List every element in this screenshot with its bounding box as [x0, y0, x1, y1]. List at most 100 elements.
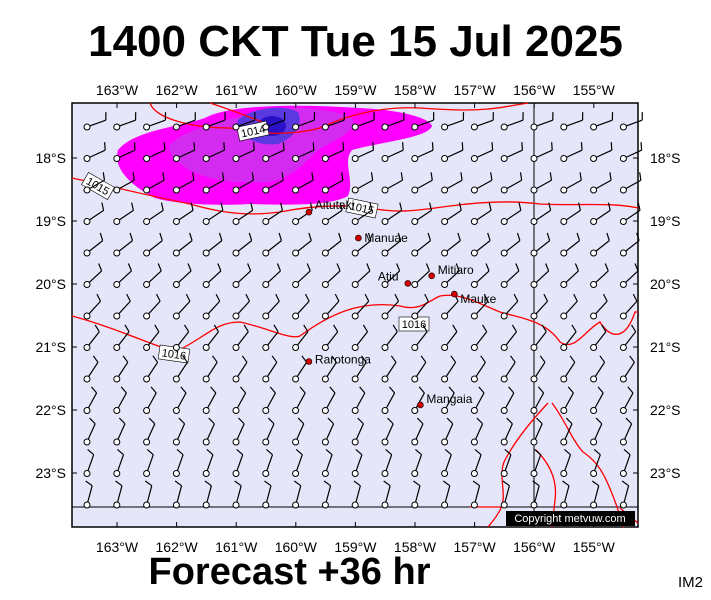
wind-barb [590, 449, 601, 477]
place-atiu: Atiu [378, 269, 412, 287]
wind-barb [411, 293, 429, 320]
wind-barb [351, 142, 374, 162]
longitude-label: 155°W [573, 539, 616, 555]
wind-barb [202, 202, 224, 225]
wind-barb [143, 386, 157, 414]
wind-barb [202, 355, 218, 383]
latitude-label: 19°S [650, 213, 681, 229]
wind-barb [143, 142, 166, 162]
wind-barb [321, 202, 343, 225]
longitude-label: 163°W [96, 539, 139, 555]
wind-barb [113, 112, 137, 131]
isobar-1016 [71, 294, 638, 353]
wind-barb [172, 324, 190, 351]
wind-barb [441, 293, 459, 320]
wind-barb [172, 232, 193, 257]
wind-barb [321, 480, 332, 509]
wind-barb [381, 263, 401, 288]
wind-barb [590, 480, 600, 509]
wind-barb [83, 480, 93, 509]
longitude-label: 156°W [513, 82, 556, 98]
wind-barb [113, 480, 123, 509]
wind-barbs [83, 112, 643, 509]
wind-barb [262, 202, 284, 225]
wind-barb [560, 263, 580, 288]
wind-barb [232, 386, 247, 414]
latitude-label: 20°S [650, 276, 681, 292]
wind-barb [500, 355, 516, 383]
wind-barb [232, 232, 253, 257]
wind-barb [530, 142, 553, 162]
wind-barb [560, 324, 577, 351]
latitude-label: 18°S [35, 150, 66, 166]
wind-barb [619, 324, 637, 351]
longitude-label: 158°W [394, 82, 437, 98]
wind-barb [590, 232, 610, 257]
wind-barb [351, 324, 369, 351]
wind-barb [321, 355, 337, 383]
wind-barb [202, 480, 212, 509]
wind-barb [321, 417, 335, 446]
wind-barb [351, 355, 367, 383]
wind-barb [351, 386, 366, 414]
wind-barb [530, 172, 553, 194]
wind-barb [619, 293, 638, 320]
wind-barb [143, 263, 162, 288]
wind-barb [530, 293, 549, 320]
isobar-1014 [149, 102, 529, 134]
wind-barb [113, 355, 129, 383]
longitude-label: 157°W [454, 539, 497, 555]
wind-barb [619, 449, 631, 477]
wind-barb [530, 417, 543, 446]
wind-barb [619, 417, 633, 446]
place-manuae: Manuae [355, 231, 408, 245]
wind-barb [381, 232, 402, 257]
longitude-label: 159°W [334, 82, 377, 98]
wind-barb [500, 480, 510, 509]
wind-barb [470, 263, 490, 288]
place-rarotonga: Rarotonga [305, 352, 371, 366]
wind-barb [143, 355, 159, 383]
wind-barb [232, 263, 252, 288]
wind-barb [470, 324, 488, 351]
wind-barb [441, 172, 463, 194]
wind-barb [351, 172, 374, 194]
wind-barb [202, 112, 226, 131]
wind-barb [262, 355, 278, 383]
wind-barb [83, 112, 107, 131]
wind-barb [411, 417, 424, 446]
wind-barb [381, 449, 393, 477]
wind-barb [530, 386, 545, 414]
svg-text:1016: 1016 [161, 347, 187, 362]
wind-barb [262, 324, 279, 351]
wind-barb [143, 232, 163, 257]
wind-barb [441, 142, 464, 162]
wind-barb [470, 172, 493, 194]
place-label: Mitiaro [438, 263, 474, 277]
wind-barb [83, 386, 98, 414]
wind-barb [590, 142, 613, 162]
wind-barb [619, 480, 630, 509]
wind-barb [500, 324, 518, 351]
isobar-label: 1014 [236, 120, 270, 142]
wind-barb [560, 293, 578, 320]
wind-barb [321, 324, 339, 351]
wind-barb [470, 202, 492, 225]
wind-barb [202, 293, 221, 320]
wind-barb [500, 172, 523, 194]
wind-barb [530, 263, 550, 288]
wind-barb [470, 112, 494, 131]
latitude-label: 21°S [35, 339, 66, 355]
wind-barb [619, 142, 643, 162]
wind-barb [470, 417, 484, 446]
wind-barb [83, 293, 102, 320]
wind-barb [411, 202, 433, 225]
wind-barb [560, 386, 574, 414]
wind-barb [411, 324, 428, 351]
latitude-label: 23°S [35, 465, 66, 481]
wind-barb [232, 202, 254, 225]
place-label: Manuae [364, 231, 408, 245]
wind-barb [232, 480, 242, 509]
wind-barb [411, 112, 435, 131]
wind-barb [560, 417, 573, 446]
